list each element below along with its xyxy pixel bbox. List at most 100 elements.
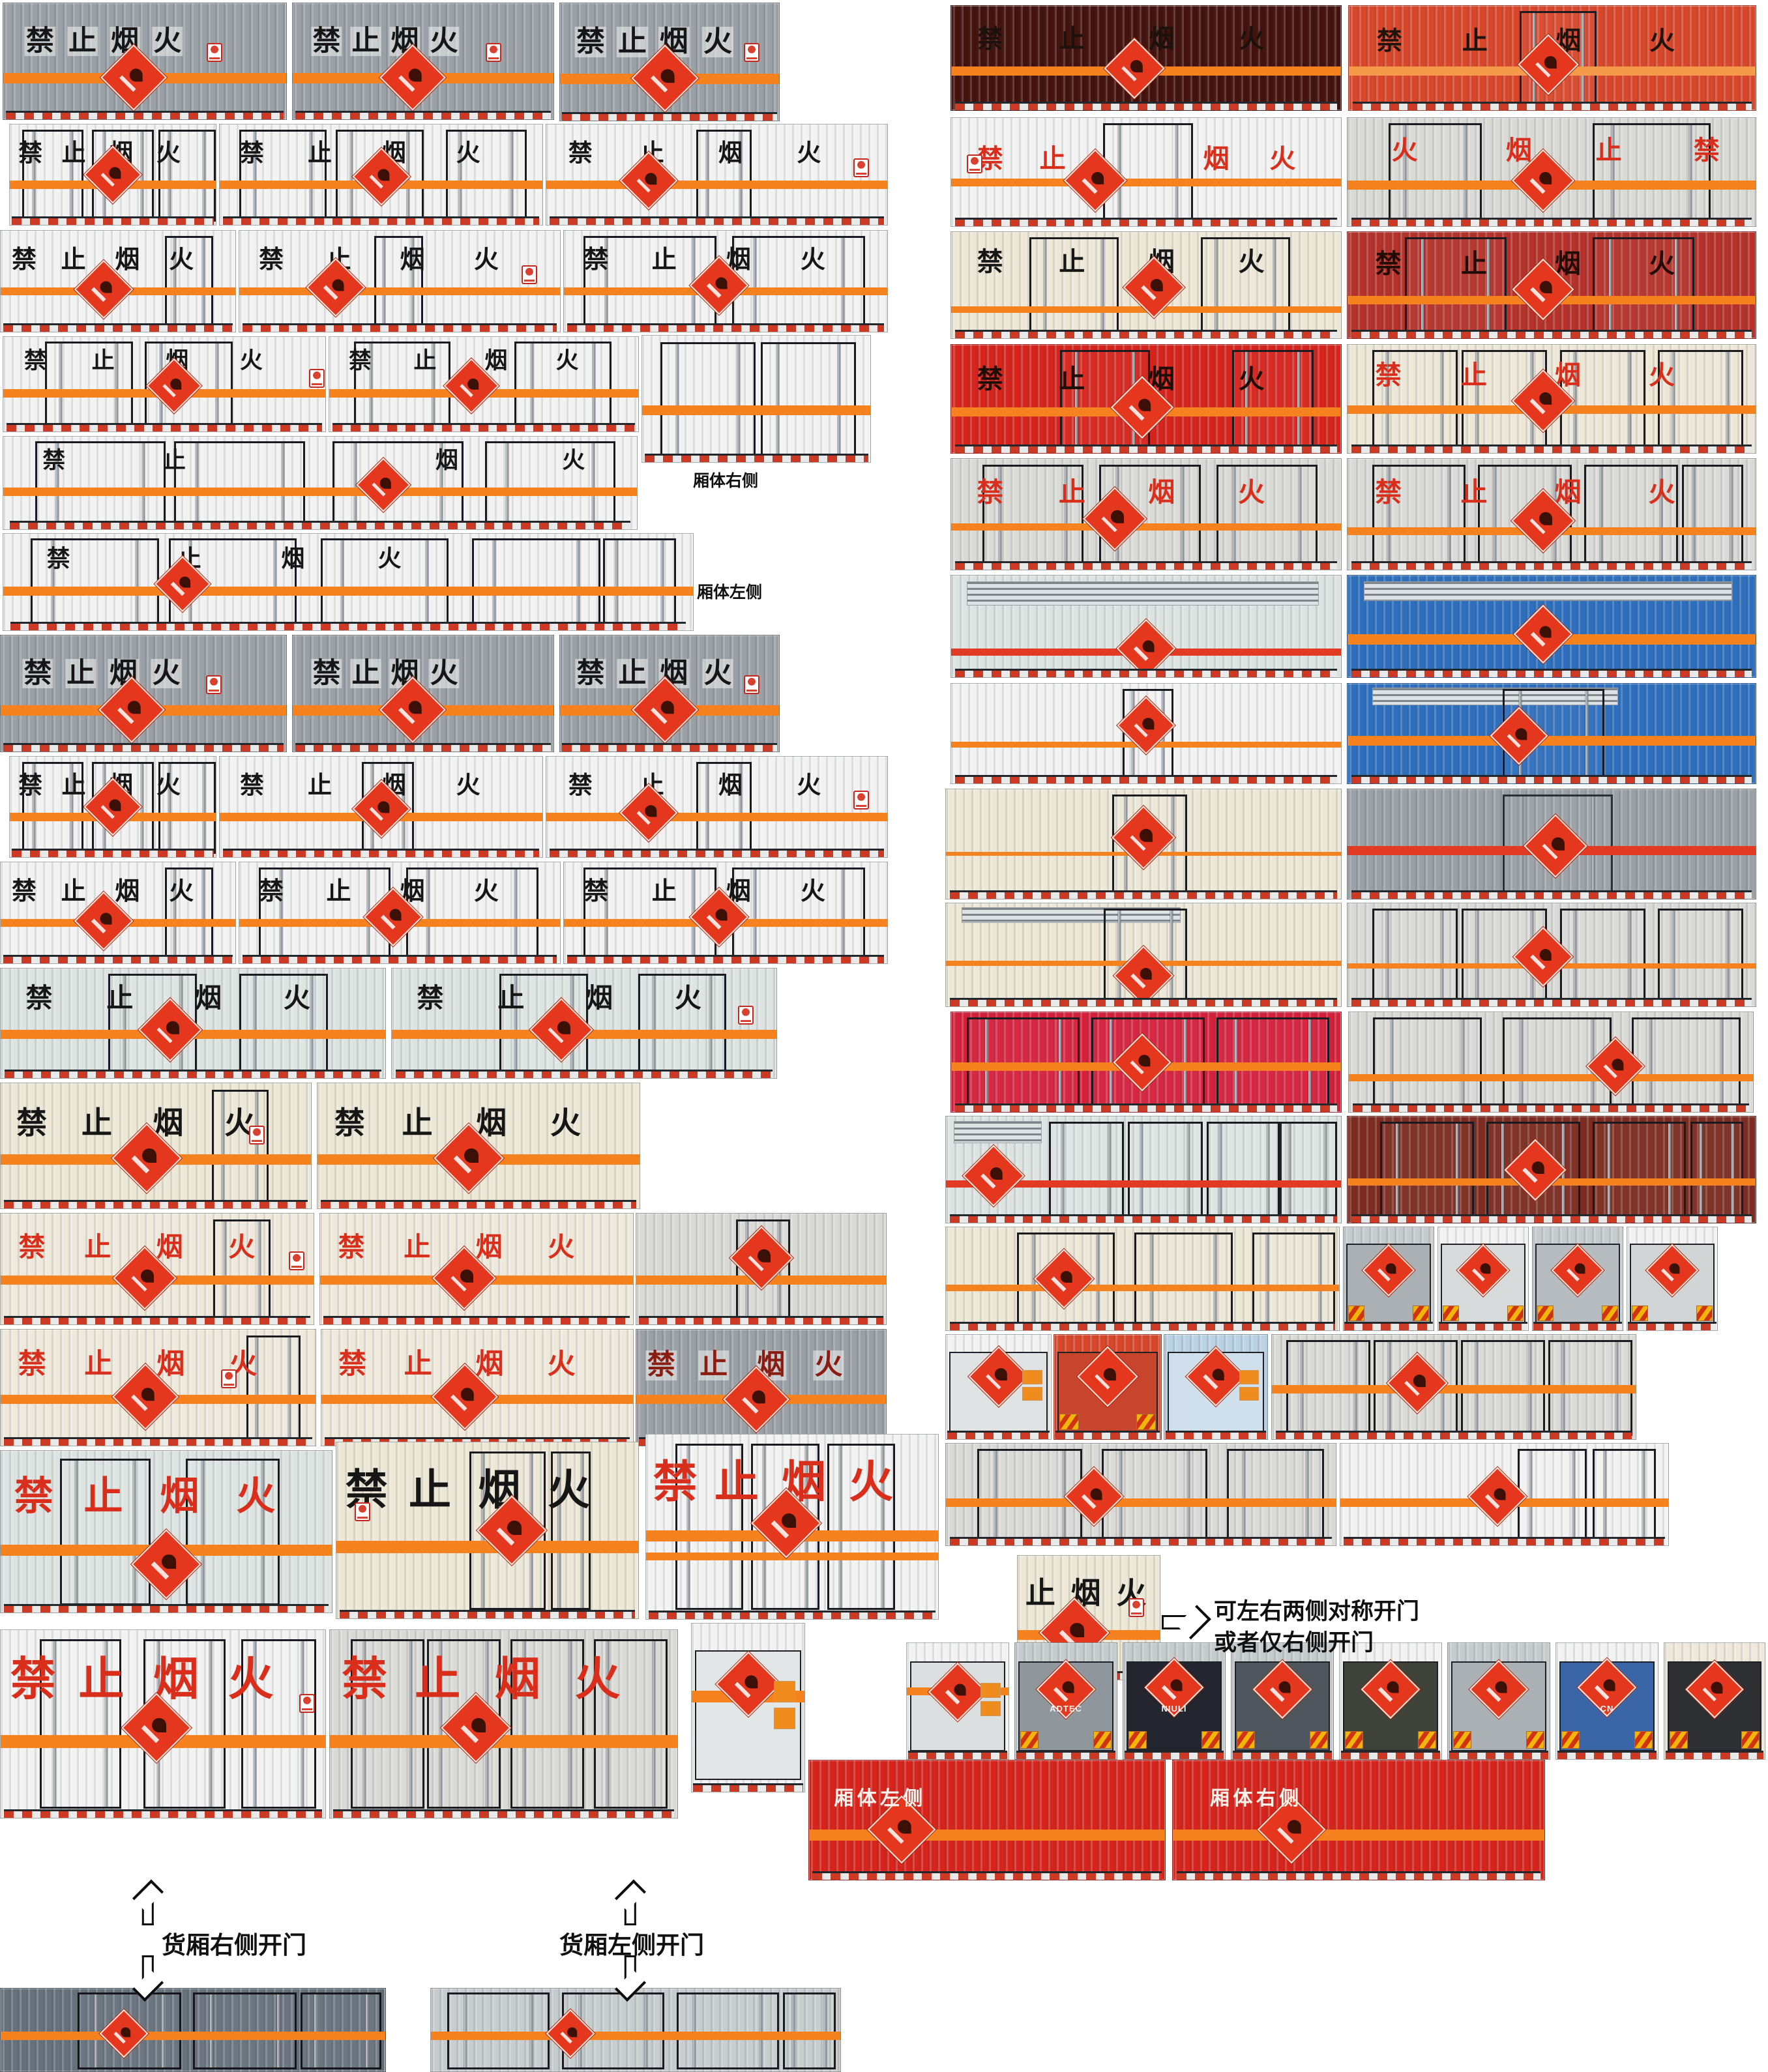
cargo-door bbox=[731, 235, 866, 329]
cargo-door bbox=[158, 129, 216, 222]
cargo-door bbox=[603, 538, 677, 628]
warning-character: 禁 bbox=[348, 348, 372, 375]
flame-icon bbox=[141, 1148, 156, 1163]
truck-photo-panel: 禁止烟火 bbox=[3, 436, 638, 530]
rear-bumper bbox=[954, 1103, 1338, 1112]
orange-plate bbox=[1239, 1387, 1260, 1401]
rear-bumper bbox=[1353, 102, 1752, 110]
annotation-door-note-line2: 或者仅右侧开门 bbox=[1214, 1630, 1374, 1656]
rear-bumper bbox=[1351, 669, 1752, 677]
truck-photo-panel: 禁止烟火 bbox=[0, 230, 236, 332]
warning-stripe bbox=[1, 2032, 385, 2040]
flame-icon bbox=[1140, 967, 1152, 980]
flame-icon bbox=[408, 68, 422, 82]
cargo-door bbox=[165, 235, 214, 329]
rear-bumper bbox=[567, 955, 885, 963]
truck-photo-panel: 禁止烟火 bbox=[219, 124, 543, 226]
warning-character: 烟 bbox=[1554, 476, 1582, 508]
warning-stripe bbox=[951, 178, 1341, 186]
warning-character: 烟 bbox=[586, 982, 613, 1014]
warning-character: 禁 bbox=[23, 348, 47, 375]
warning-character: 烟 bbox=[484, 348, 508, 375]
warning-stripe bbox=[642, 405, 870, 416]
rear-bumper bbox=[1628, 1322, 1716, 1330]
cargo-door bbox=[1252, 1232, 1335, 1327]
rear-bumper bbox=[222, 849, 540, 857]
flame-icon bbox=[109, 798, 121, 811]
warning-stripe bbox=[336, 1541, 638, 1554]
panel-side-label: 厢体右侧 bbox=[1210, 1787, 1303, 1809]
annotation-door-note-line1: 可左右两侧对称开门 bbox=[1214, 1599, 1420, 1624]
flame-icon bbox=[1711, 1681, 1723, 1693]
flame-icon bbox=[752, 1390, 765, 1404]
orange-plate bbox=[980, 1682, 1001, 1698]
warning-stripe bbox=[546, 181, 887, 189]
flame-icon bbox=[744, 1675, 758, 1689]
rear-bumper bbox=[9, 521, 631, 529]
flame-icon bbox=[1060, 1270, 1072, 1283]
cargo-door bbox=[1127, 1122, 1203, 1219]
warning-stripe bbox=[3, 488, 637, 496]
cargo-door bbox=[1134, 1232, 1233, 1327]
flame-icon bbox=[179, 576, 190, 588]
rear-bumper bbox=[1449, 1751, 1549, 1759]
warning-character: 止 bbox=[402, 1105, 433, 1142]
brand-logo-icon bbox=[1128, 1598, 1145, 1617]
cargo-door bbox=[1206, 1122, 1282, 1219]
cargo-door bbox=[676, 1992, 779, 2070]
cargo-door bbox=[484, 441, 616, 527]
warning-character: 禁 bbox=[1376, 27, 1402, 57]
flame-icon bbox=[1413, 1374, 1426, 1387]
flame-icon bbox=[567, 2026, 577, 2037]
chevron-sticker-icon bbox=[1020, 1731, 1039, 1749]
truck-photo-panel: 禁止烟火 bbox=[1348, 5, 1756, 111]
warning-character: 止 bbox=[404, 1348, 432, 1381]
warning-character: 禁 bbox=[24, 26, 56, 57]
flame-icon bbox=[782, 1513, 796, 1528]
rear-bumper bbox=[222, 216, 540, 225]
warning-stripe bbox=[546, 813, 887, 821]
cargo-door bbox=[165, 867, 214, 961]
warning-character: 止 bbox=[350, 658, 381, 689]
cargo-door bbox=[827, 1444, 896, 1611]
warning-stripe bbox=[330, 1735, 677, 1749]
flame-icon bbox=[1138, 1054, 1151, 1066]
cargo-door bbox=[35, 441, 166, 527]
flame-icon bbox=[660, 68, 675, 83]
flame-icon bbox=[467, 378, 479, 390]
rear-bumper bbox=[949, 1537, 1333, 1545]
truck-photo-panel: 禁止烟火 bbox=[319, 1213, 634, 1325]
warning-character: 禁 bbox=[338, 1348, 367, 1381]
warning-character: 火 bbox=[702, 658, 733, 689]
warning-character: 禁 bbox=[338, 1231, 365, 1262]
warning-character: 火 bbox=[800, 876, 825, 905]
flame-icon bbox=[1212, 1368, 1224, 1380]
warning-stripe bbox=[1349, 1073, 1753, 1081]
rear-bumper bbox=[1232, 1751, 1333, 1759]
warning-character: 禁 bbox=[653, 1456, 698, 1508]
cargo-door bbox=[447, 1992, 550, 2070]
warning-character: 火 bbox=[1649, 27, 1675, 57]
warning-character: 禁 bbox=[568, 138, 593, 167]
truck-photo-panel: 禁止烟火 bbox=[3, 533, 694, 631]
truck-photo-panel: 禁止烟火 bbox=[391, 968, 777, 1079]
cargo-door bbox=[211, 1089, 269, 1204]
warning-character: 火 bbox=[800, 244, 825, 274]
rear-bumper bbox=[320, 1200, 637, 1208]
rear-bumper bbox=[1351, 445, 1752, 453]
cargo-door bbox=[982, 464, 1084, 566]
warning-character: 止 bbox=[61, 138, 86, 167]
warning-character: 烟 bbox=[153, 1105, 184, 1142]
warning-character: 烟 bbox=[494, 1652, 540, 1706]
rear-bumper bbox=[1124, 1751, 1224, 1759]
warning-character: 禁 bbox=[46, 545, 70, 572]
brand-logo-icon bbox=[521, 265, 537, 284]
truck-photo-panel: 禁止烟火 bbox=[239, 230, 561, 332]
warning-stripe bbox=[239, 287, 560, 296]
cargo-door bbox=[22, 129, 84, 222]
truck-photo-panel: 禁止烟火 bbox=[950, 117, 1342, 227]
cargo-door bbox=[22, 761, 84, 854]
warning-character: 止 bbox=[497, 982, 525, 1014]
cargo-door bbox=[1404, 237, 1507, 335]
warning-character: 烟 bbox=[400, 244, 425, 274]
